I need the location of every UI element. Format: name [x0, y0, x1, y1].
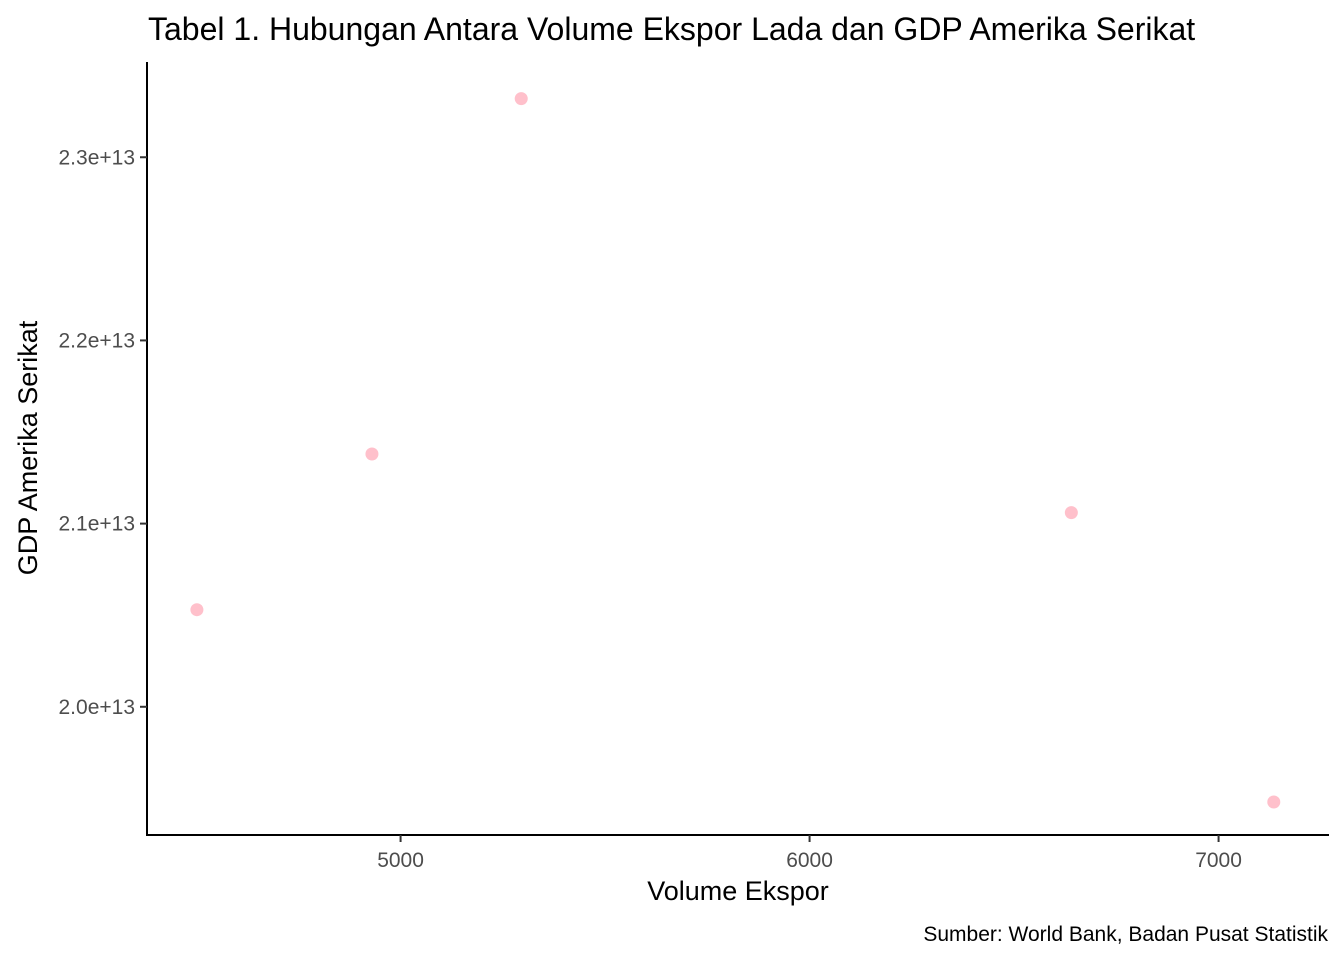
- x-tick-label: 5000: [377, 849, 424, 872]
- scatter-point: [1267, 795, 1281, 809]
- x-tick-label: 7000: [1195, 849, 1242, 872]
- chart-title: Tabel 1. Hubungan Antara Volume Ekspor L…: [148, 11, 1195, 47]
- y-tick-label: 2.0e+13: [59, 696, 136, 719]
- y-tick-label: 2.1e+13: [59, 513, 136, 536]
- y-tick-label: 2.2e+13: [59, 329, 136, 352]
- x-tick-label: 6000: [786, 849, 833, 872]
- data-points: [190, 92, 1281, 809]
- plot-area: 2.0e+13 2.1e+13 2.2e+13 2.3e+13 5000 6000 700…: [59, 62, 1329, 872]
- y-axis-ticks: 2.0e+13 2.1e+13 2.2e+13 2.3e+13: [59, 146, 147, 719]
- chart-caption: Sumber: World Bank, Badan Pusat Statisti…: [923, 923, 1328, 946]
- y-tick-label: 2.3e+13: [59, 146, 136, 169]
- x-axis-ticks: 5000 6000 7000: [377, 835, 1242, 872]
- x-axis-title: Volume Ekspor: [647, 876, 829, 906]
- scatter-point: [190, 603, 204, 617]
- y-axis-title: GDP Amerika Serikat: [13, 320, 43, 575]
- scatter-point: [514, 92, 528, 106]
- scatter-point: [365, 447, 379, 461]
- scatter-point: [1064, 506, 1078, 520]
